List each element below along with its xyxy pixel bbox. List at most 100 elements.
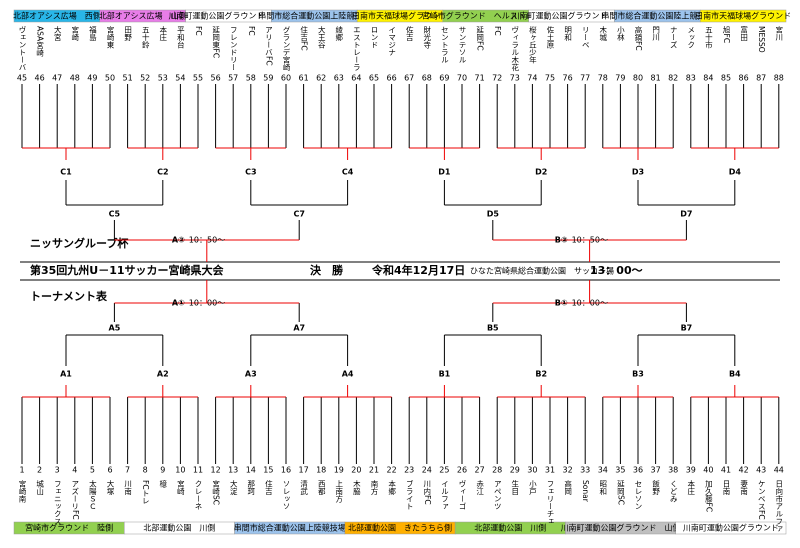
team-name: 延岡FC [475, 25, 484, 51]
team-number: 88 [774, 74, 784, 83]
team-name: 那珂 [247, 480, 256, 497]
team-number: 43 [756, 466, 766, 475]
team-name: 明和 [564, 26, 573, 43]
team-number: 51 [123, 74, 133, 83]
team-number: 67 [404, 74, 414, 83]
team-number: 28 [492, 466, 502, 475]
team-number: 19 [334, 466, 344, 475]
team-number: 69 [439, 74, 449, 83]
subtitle: トーナメント表 [30, 289, 108, 303]
venue-label: 川南町運動公園グラウンド 陸側 [168, 11, 288, 21]
team-name: 五十鈴 [141, 26, 150, 50]
match-label: C1 [60, 168, 72, 177]
team-number: 25 [439, 466, 449, 475]
team-name: FC [194, 26, 203, 36]
team-name: 高鍋FC [634, 25, 643, 51]
team-name: エストレーラ [352, 26, 361, 71]
match-label: C4 [342, 168, 354, 177]
team-number: 1 [19, 466, 24, 475]
team-name: アリーバFC [264, 26, 273, 66]
match-label: D7 [680, 210, 692, 219]
team-number: 35 [615, 466, 625, 475]
team-name: 福島 [88, 26, 97, 43]
semi-label: B② [555, 236, 568, 245]
team-name: 檍 [159, 479, 168, 489]
team-number: 79 [615, 74, 625, 83]
team-name: 綾郷 [335, 25, 344, 43]
match-label: D1 [438, 168, 451, 177]
team-name: ブライト [405, 479, 414, 510]
team-name: 川南 [123, 480, 132, 495]
match-label: D3 [632, 168, 644, 177]
team-number: 41 [721, 466, 731, 475]
team-number: 78 [598, 74, 608, 83]
team-number: 36 [633, 466, 643, 475]
team-name: 大塚 [106, 479, 115, 497]
match-label: A7 [293, 324, 305, 333]
team-name: FC [247, 26, 256, 36]
team-name: グランデ宮崎 [282, 26, 291, 72]
venue-band [699, 9, 787, 23]
team-number: 33 [580, 466, 590, 475]
team-name: 富田 [740, 25, 749, 43]
team-name: フェリーチェ [546, 480, 555, 525]
team-name: 大淀 [229, 479, 238, 497]
team-name: 宮崎東 [106, 25, 115, 50]
match-label: A2 [157, 370, 169, 379]
team-name: ナーズ [669, 26, 678, 49]
team-number: 12 [211, 466, 221, 475]
cup: ニッサングループ杯 [30, 236, 129, 250]
venue-label: 川南町運動公園グラウンド 山側 [561, 523, 681, 533]
team-number: 39 [686, 466, 696, 475]
match-label: A1 [60, 370, 72, 379]
team-name: フェニックス [53, 480, 62, 525]
team-number: 11 [193, 466, 203, 475]
team-number: 75 [545, 74, 555, 83]
match-label: B4 [729, 370, 741, 379]
team-name: 木城 [599, 25, 608, 43]
match-label: B2 [535, 370, 547, 379]
team-number: 7 [125, 466, 130, 475]
team-number: 64 [351, 74, 361, 83]
team-name: ロンド [370, 26, 379, 49]
venue-label: 串間市総合運動公園陸上競技場 [601, 11, 713, 21]
title: 第35回九州U－11サッカー宮崎県大会 [30, 263, 225, 277]
team-name: 宮崎SC [211, 479, 220, 505]
team-number: 84 [703, 74, 713, 83]
team-name: ヴェントーバ [18, 25, 27, 71]
team-number: 34 [598, 466, 608, 475]
time: 13：00～ [590, 264, 643, 277]
team-number: 40 [703, 466, 713, 475]
match-label: A3 [245, 370, 257, 379]
team-number: 22 [387, 466, 397, 475]
venue-label: 串間市総合運動公園上陸競技場 [258, 11, 370, 21]
team-number: 54 [175, 74, 185, 83]
team-number: 42 [739, 466, 749, 475]
team-number: 29 [510, 466, 520, 475]
venue: ひなた宮崎県総合運動公園 サッカー場 [470, 266, 614, 276]
team-number: 17 [299, 466, 309, 475]
venue-label: 串間市総合運動公園上陸競技場 [234, 523, 346, 533]
team-name: ヴィラル木花 [511, 25, 520, 73]
team-name: 昭和 [599, 480, 608, 497]
venue-label: 日南市天福球場グラウンド [352, 11, 448, 21]
team-number: 86 [739, 74, 749, 83]
venue-band [675, 521, 787, 535]
team-name: 加久藤FC [704, 479, 713, 512]
team-number: 8 [143, 466, 148, 475]
semi-label: A② [172, 236, 185, 245]
venue-label: 北部オアシス広場 西側 [13, 11, 101, 21]
team-number: 63 [334, 74, 344, 83]
team-number: 77 [580, 74, 590, 83]
team-name: 田野 [123, 26, 132, 42]
team-name: 飯野 [651, 479, 660, 496]
team-number: 59 [263, 74, 273, 83]
team-name: ソレッソ [282, 480, 291, 510]
team-name: フレンドリー [229, 26, 238, 71]
team-number: 70 [457, 74, 467, 83]
team-name: Sonar [581, 480, 590, 503]
team-name: 佐土原 [546, 25, 555, 49]
team-number: 44 [774, 466, 784, 475]
team-number: 37 [651, 466, 661, 475]
